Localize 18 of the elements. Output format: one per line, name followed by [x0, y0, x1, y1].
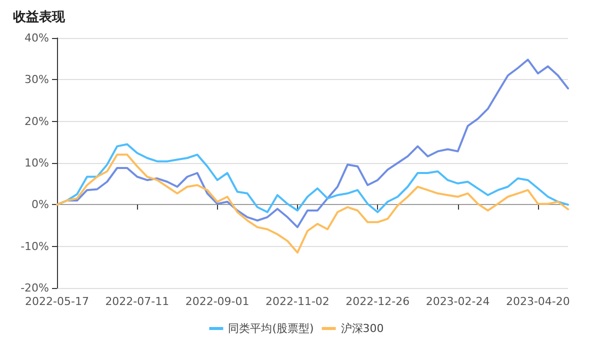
legend-label: 同类平均(股票型): [228, 322, 314, 335]
chart-title: 收益表现: [13, 10, 66, 25]
y-tick-label: -10%: [20, 240, 49, 253]
y-tick-label: 0%: [32, 198, 49, 212]
x-tick-label: 2022-12-26: [346, 295, 410, 308]
x-tick-label: 2023-02-24: [426, 295, 490, 308]
y-tick-label: 20%: [24, 114, 49, 128]
y-tick-label: 30%: [24, 73, 49, 86]
x-tick-label: 2022-05-17: [25, 295, 89, 308]
y-tick-label: -20%: [20, 282, 49, 294]
x-tick-label: 2022-07-11: [105, 295, 170, 308]
x-tick-label: 2023-04-20: [506, 295, 570, 308]
line-series: [56, 154, 569, 254]
y-tick-label: 40%: [24, 32, 49, 44]
legend-label: 沪深300: [340, 322, 384, 335]
x-tick-label: 2022-11-02: [266, 295, 330, 308]
x-tick-label: 2022-09-01: [185, 295, 250, 308]
y-tick-label: 10%: [24, 156, 49, 170]
